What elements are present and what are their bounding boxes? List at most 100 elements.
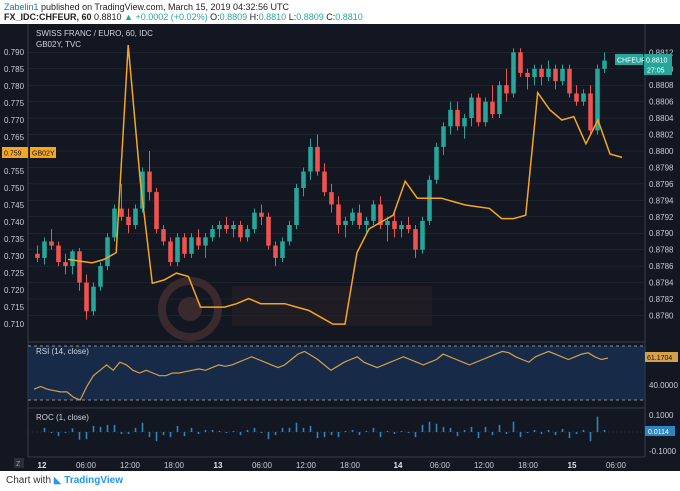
candle-body	[371, 204, 376, 221]
roc-bar	[99, 426, 102, 432]
roc-bar	[421, 424, 424, 432]
roc-bar	[267, 432, 270, 440]
roc-bar	[92, 425, 95, 432]
candle-body	[70, 251, 75, 267]
right-axis-label: 0.8800	[649, 147, 674, 156]
roc-bar	[218, 430, 221, 432]
close-label: C:	[326, 12, 336, 22]
roc-bar	[456, 432, 459, 437]
right-axis-label: 0.8812	[649, 48, 674, 57]
open-value: 0.8809	[219, 12, 248, 22]
roc-bar	[372, 427, 375, 432]
high-label: H:	[249, 12, 259, 22]
candle-body	[42, 241, 47, 258]
candle-body	[119, 208, 124, 217]
author-link[interactable]: Zabelin1	[4, 2, 39, 12]
right-axis-label: 0.8804	[649, 114, 674, 123]
candle-body	[532, 68, 537, 77]
chart-area[interactable]: 0.7900.7850.7800.7750.7700.7650.7600.755…	[0, 24, 680, 471]
candle-body	[168, 241, 173, 262]
roc-bar	[162, 432, 165, 436]
candle-body	[77, 251, 82, 283]
candle-body	[588, 93, 593, 131]
roc-bar	[225, 432, 228, 434]
candle-body	[49, 241, 54, 246]
candle-body	[280, 241, 285, 258]
roc-bar	[358, 432, 361, 436]
publish-info: published on TradingView.com, March 15, …	[41, 2, 290, 12]
time-axis-label: 18:00	[518, 461, 539, 470]
candle-body	[511, 52, 516, 94]
roc-bar	[302, 427, 305, 432]
change-up-icon: ▲	[124, 12, 133, 22]
roc-bar	[526, 432, 529, 434]
candle-body	[56, 245, 61, 262]
left-axis-label: 0.765	[4, 133, 25, 142]
candle-body	[259, 212, 264, 217]
right-axis-label: 0.8792	[649, 213, 674, 222]
roc-bar	[211, 429, 214, 432]
time-axis-label: 15	[568, 461, 577, 470]
candle-body	[399, 225, 404, 230]
roc-bar	[386, 430, 389, 432]
time-axis-label: 12:00	[120, 461, 141, 470]
last-price-value: 0.8810	[646, 58, 668, 65]
overlay-badge-value: 0.759	[4, 151, 22, 158]
candle-body	[483, 101, 488, 123]
candle-body	[238, 225, 243, 238]
rsi-legend-title: RSI (14, close)	[36, 347, 89, 356]
candle-body	[350, 212, 355, 221]
candle-body	[406, 225, 411, 230]
candle-body	[147, 171, 152, 193]
time-axis-label: 12	[38, 461, 47, 470]
candle-body	[140, 171, 145, 209]
low-label: L:	[288, 12, 297, 22]
candle-body	[217, 225, 222, 230]
roc-value: 0.0114	[648, 429, 669, 436]
time-axis-label: 06:00	[252, 461, 273, 470]
right-axis-label: 0.8794	[649, 196, 674, 205]
settings-icon[interactable]	[14, 458, 24, 468]
roc-value-badge	[645, 426, 675, 436]
candle-body	[434, 146, 439, 180]
roc-bar	[316, 432, 319, 439]
candle-body	[581, 93, 586, 102]
right-axis-label: 0.8786	[649, 262, 674, 271]
roc-bar	[337, 432, 340, 438]
candle-body	[420, 220, 425, 250]
roc-bar	[148, 432, 151, 438]
publish-header: Zabelin1 published on TradingView.com, M…	[0, 0, 680, 22]
footer-brand[interactable]: TradingView	[64, 475, 124, 486]
left-axis-label: 0.745	[4, 201, 25, 210]
candle-body	[224, 225, 229, 230]
left-axis-label: 0.780	[4, 82, 25, 91]
roc-bar	[575, 432, 578, 435]
candle-body	[210, 229, 215, 238]
time-axis-label: 06:00	[430, 461, 451, 470]
open-label: O:	[210, 12, 220, 22]
roc-bar	[344, 430, 347, 432]
time-axis-label: 18:00	[340, 461, 361, 470]
roc-bar	[239, 432, 242, 436]
candle-body	[91, 286, 96, 312]
last-value: 0.8810	[94, 12, 122, 22]
price-chart-svg[interactable]: 0.7900.7850.7800.7750.7700.7650.7600.755…	[0, 24, 680, 471]
candle-body	[539, 68, 544, 77]
last-price-name-badge	[615, 54, 643, 65]
roc-bar	[498, 424, 501, 432]
low-value: 0.8809	[296, 12, 324, 22]
left-axis-label: 0.710	[4, 320, 25, 329]
candle-body	[448, 109, 453, 127]
roc-bar	[323, 432, 326, 438]
right-axis-label: 0.8796	[649, 180, 674, 189]
tradingview-logo-icon: ◣	[53, 475, 62, 486]
right-axis-label: 0.8780	[649, 311, 674, 320]
roc-bar	[568, 432, 571, 439]
roc-bar	[120, 432, 123, 435]
roc-bar	[113, 424, 116, 432]
roc-bar	[393, 432, 396, 435]
roc-bar	[435, 423, 438, 432]
candle-body	[273, 245, 278, 258]
roc-bar	[400, 430, 403, 432]
candle-body	[189, 237, 194, 254]
